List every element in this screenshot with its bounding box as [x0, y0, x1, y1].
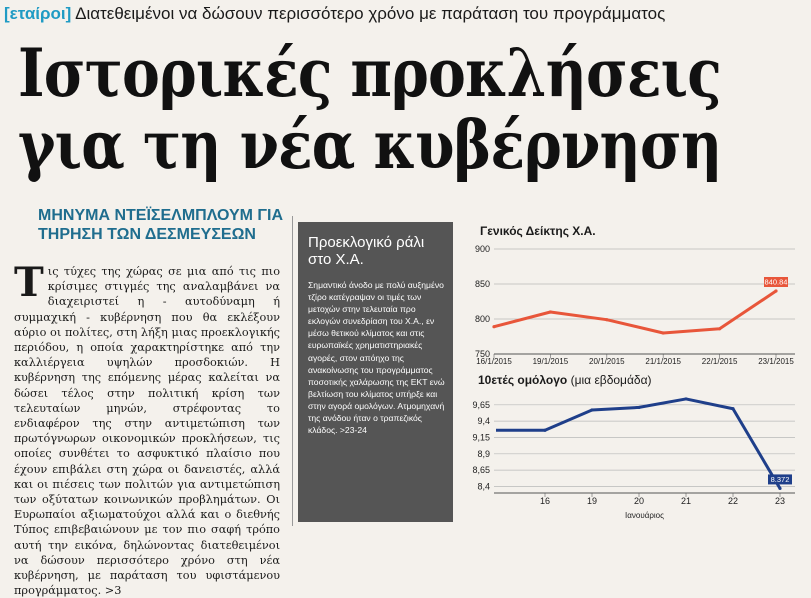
chart-2-ytick-label: 9,15: [472, 432, 490, 442]
kicker: [εταίροι] Διατεθειμένοι να δώσουν περισσ…: [4, 4, 809, 24]
chart-2-title-text: 10ετές ομόλογο: [478, 373, 568, 387]
chart-2-subtitle: (μια εβδομάδα): [570, 373, 652, 387]
chart-1-title: Γενικός Δείκτης Χ.Α.: [480, 224, 596, 238]
column-divider: [292, 216, 293, 526]
chart-2-xtick-label: 20: [634, 496, 644, 506]
chart-1-end-label: 840.84: [765, 278, 788, 287]
sidebar-body: Σημαντικό άνοδο με πολύ αυξημένο τζίρο κ…: [308, 280, 445, 436]
chart-1-data-point: [774, 289, 778, 293]
chart-2-x-axis-title: Ιανουάριος: [625, 511, 664, 520]
chart-2-xtick-label: 16: [540, 496, 550, 506]
chart-2-xtick-label: 22: [728, 496, 738, 506]
drop-cap: Τ: [14, 259, 44, 306]
chart-2-data-point: [543, 428, 547, 432]
chart-2-data-point: [684, 397, 688, 401]
chart-2-end-label: 8.372: [771, 475, 790, 484]
chart-2-data-point: [637, 405, 641, 410]
chart-2-xtick-label: 19: [587, 496, 597, 506]
chart-2-series-line: [496, 397, 782, 490]
chart-2-ytick-label: 8,4: [477, 481, 490, 491]
chart-1-ytick-label: 800: [475, 314, 490, 324]
chart-1-ytick-label: 750: [475, 349, 490, 359]
chart-2-ytick-label: 9,65: [472, 400, 490, 410]
chart-1-data-point: [605, 318, 609, 322]
headline-line-1: Ιστορικές προκλήσεις: [18, 34, 722, 112]
chart-2-end-label-bg: [768, 474, 792, 485]
chart-1-xtick-label: 23/1/2015: [758, 357, 794, 366]
sidebar-box: Προεκλογικό ράλι στο Χ.Α. Σημαντικό άνοδ…: [298, 222, 453, 522]
kicker-tag: [εταίροι]: [4, 4, 72, 23]
chart-1-xtick-label: 21/1/2015: [645, 357, 681, 366]
chart-2-xtick-label: 21: [681, 496, 691, 506]
headline-line-2: για τη νέα κυβέρνηση: [18, 106, 722, 184]
chart-1-xtick-label: 20/1/2015: [589, 357, 625, 366]
chart-2-ytick-label: 8,65: [472, 465, 490, 475]
chart-1-data-point: [548, 310, 553, 314]
chart-1-xtick-label: 22/1/2015: [702, 357, 738, 366]
subheadline: ΜΗΝΥΜΑ ΝΤΕΪΣΕΛΜΠΛΟΥΜ ΓΙΑ ΤΗΡΗΣΗ ΤΩΝ ΔΕΣΜ…: [38, 207, 284, 243]
kicker-text: Διατεθειμένοι να δώσουν περισσότερο χρόν…: [71, 4, 666, 23]
chart-1-xtick-label: 19/1/2015: [533, 357, 569, 366]
chart-1-data-point: [661, 331, 665, 335]
chart-1-ytick-label: 850: [475, 279, 490, 289]
chart-1-xtick-label: 16/1/2015: [476, 357, 512, 366]
chart-2-ytick-label: 8,9: [477, 449, 490, 459]
sidebar-title: Προεκλογικό ράλι στο Χ.Α.: [308, 234, 425, 268]
chart-2-xtick-label: 23: [775, 496, 785, 506]
chart-2-title: 10ετές ομόλογο (μια εβδομάδα): [478, 373, 652, 387]
chart-2-data-point: [731, 407, 735, 411]
chart-1-series-line: [493, 289, 777, 335]
chart-2-data-point: [778, 486, 782, 491]
chart-1-data-point: [492, 325, 496, 329]
chart-2-ytick-label: 9,4: [477, 416, 490, 426]
chart-1-data-point: [718, 327, 722, 331]
chart-2-data-point: [590, 408, 594, 412]
chart-1-ytick-label: 900: [475, 244, 490, 254]
chart-1-end-label-bg: [764, 277, 788, 287]
